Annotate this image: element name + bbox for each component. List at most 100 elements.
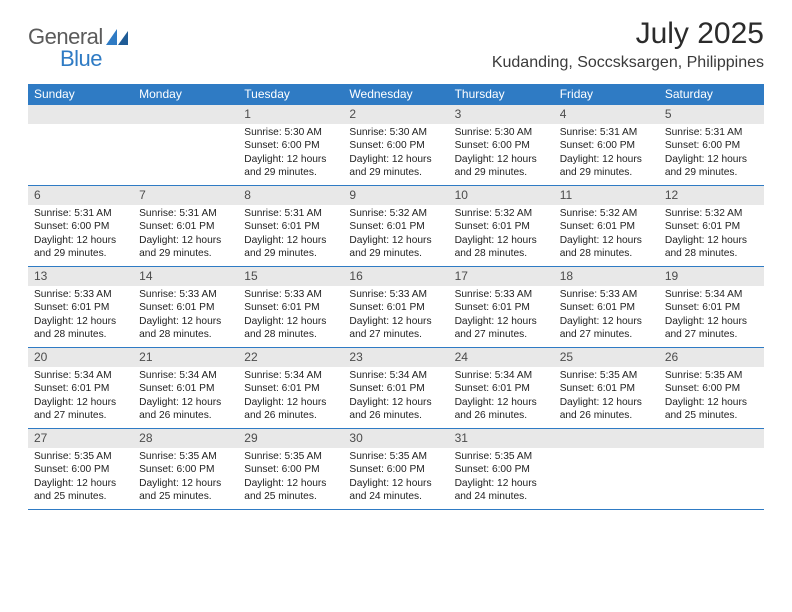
- brand-part2: Blue: [60, 46, 102, 71]
- daylight-text-line2: and 29 minutes.: [665, 166, 758, 179]
- day-cell: 27Sunrise: 5:35 AMSunset: 6:00 PMDayligh…: [28, 429, 133, 509]
- sunset-text: Sunset: 6:01 PM: [665, 220, 758, 233]
- day-details: Sunrise: 5:32 AMSunset: 6:01 PMDaylight:…: [343, 205, 448, 264]
- daylight-text-line1: Daylight: 12 hours: [244, 396, 337, 409]
- day-cell: 14Sunrise: 5:33 AMSunset: 6:01 PMDayligh…: [133, 267, 238, 347]
- day-details: Sunrise: 5:31 AMSunset: 6:00 PMDaylight:…: [28, 205, 133, 264]
- daylight-text-line1: Daylight: 12 hours: [349, 234, 442, 247]
- sunrise-text: Sunrise: 5:33 AM: [349, 288, 442, 301]
- day-details: Sunrise: 5:35 AMSunset: 6:00 PMDaylight:…: [133, 448, 238, 507]
- daylight-text-line2: and 25 minutes.: [244, 490, 337, 503]
- daylight-text-line2: and 24 minutes.: [349, 490, 442, 503]
- day-details: Sunrise: 5:35 AMSunset: 6:00 PMDaylight:…: [343, 448, 448, 507]
- sunrise-text: Sunrise: 5:34 AM: [349, 369, 442, 382]
- sunset-text: Sunset: 6:00 PM: [665, 382, 758, 395]
- day-details: Sunrise: 5:34 AMSunset: 6:01 PMDaylight:…: [343, 367, 448, 426]
- sunrise-text: Sunrise: 5:34 AM: [665, 288, 758, 301]
- day-number: 19: [659, 267, 764, 286]
- week-row: 6Sunrise: 5:31 AMSunset: 6:00 PMDaylight…: [28, 186, 764, 267]
- day-details: Sunrise: 5:35 AMSunset: 6:00 PMDaylight:…: [449, 448, 554, 507]
- sunset-text: Sunset: 6:01 PM: [560, 301, 653, 314]
- daylight-text-line2: and 27 minutes.: [560, 328, 653, 341]
- day-cell: 28Sunrise: 5:35 AMSunset: 6:00 PMDayligh…: [133, 429, 238, 509]
- daylight-text-line2: and 24 minutes.: [455, 490, 548, 503]
- day-cell: 5Sunrise: 5:31 AMSunset: 6:00 PMDaylight…: [659, 105, 764, 185]
- daylight-text-line2: and 25 minutes.: [34, 490, 127, 503]
- day-number: 29: [238, 429, 343, 448]
- daylight-text-line1: Daylight: 12 hours: [349, 153, 442, 166]
- month-title: July 2025: [492, 18, 764, 50]
- title-block: July 2025 Kudanding, Soccsksargen, Phili…: [492, 18, 764, 72]
- day-number: 14: [133, 267, 238, 286]
- empty-day-cell: [554, 429, 659, 509]
- day-number: 16: [343, 267, 448, 286]
- day-number: 13: [28, 267, 133, 286]
- daylight-text-line2: and 28 minutes.: [560, 247, 653, 260]
- daylight-text-line1: Daylight: 12 hours: [349, 477, 442, 490]
- day-cell: 31Sunrise: 5:35 AMSunset: 6:00 PMDayligh…: [449, 429, 554, 509]
- day-number: 22: [238, 348, 343, 367]
- day-cell: 13Sunrise: 5:33 AMSunset: 6:01 PMDayligh…: [28, 267, 133, 347]
- sunrise-text: Sunrise: 5:31 AM: [665, 126, 758, 139]
- calendar-page: GeneralBlue July 2025 Kudanding, Soccsks…: [0, 0, 792, 612]
- daylight-text-line1: Daylight: 12 hours: [560, 315, 653, 328]
- sunrise-text: Sunrise: 5:35 AM: [139, 450, 232, 463]
- daylight-text-line1: Daylight: 12 hours: [244, 315, 337, 328]
- daylight-text-line1: Daylight: 12 hours: [244, 477, 337, 490]
- day-details: Sunrise: 5:32 AMSunset: 6:01 PMDaylight:…: [659, 205, 764, 264]
- sunset-text: Sunset: 6:01 PM: [244, 301, 337, 314]
- sunrise-text: Sunrise: 5:30 AM: [349, 126, 442, 139]
- daylight-text-line1: Daylight: 12 hours: [560, 153, 653, 166]
- sunrise-text: Sunrise: 5:34 AM: [34, 369, 127, 382]
- day-details: Sunrise: 5:33 AMSunset: 6:01 PMDaylight:…: [449, 286, 554, 345]
- weekday-header: Wednesday: [343, 84, 448, 105]
- day-number: 30: [343, 429, 448, 448]
- day-cell: 19Sunrise: 5:34 AMSunset: 6:01 PMDayligh…: [659, 267, 764, 347]
- sunrise-text: Sunrise: 5:33 AM: [244, 288, 337, 301]
- day-number: 9: [343, 186, 448, 205]
- sunrise-text: Sunrise: 5:34 AM: [244, 369, 337, 382]
- day-cell: 7Sunrise: 5:31 AMSunset: 6:01 PMDaylight…: [133, 186, 238, 266]
- weeks-container: 1Sunrise: 5:30 AMSunset: 6:00 PMDaylight…: [28, 105, 764, 510]
- sunset-text: Sunset: 6:01 PM: [34, 382, 127, 395]
- day-details: Sunrise: 5:33 AMSunset: 6:01 PMDaylight:…: [554, 286, 659, 345]
- daylight-text-line1: Daylight: 12 hours: [34, 315, 127, 328]
- sunset-text: Sunset: 6:00 PM: [139, 463, 232, 476]
- sunset-text: Sunset: 6:01 PM: [560, 220, 653, 233]
- day-cell: 9Sunrise: 5:32 AMSunset: 6:01 PMDaylight…: [343, 186, 448, 266]
- day-cell: 25Sunrise: 5:35 AMSunset: 6:01 PMDayligh…: [554, 348, 659, 428]
- sunrise-text: Sunrise: 5:32 AM: [665, 207, 758, 220]
- day-details: Sunrise: 5:34 AMSunset: 6:01 PMDaylight:…: [659, 286, 764, 345]
- daylight-text-line2: and 25 minutes.: [665, 409, 758, 422]
- sunrise-text: Sunrise: 5:35 AM: [34, 450, 127, 463]
- day-details: Sunrise: 5:30 AMSunset: 6:00 PMDaylight:…: [343, 124, 448, 183]
- day-cell: 4Sunrise: 5:31 AMSunset: 6:00 PMDaylight…: [554, 105, 659, 185]
- day-number: 12: [659, 186, 764, 205]
- day-details: Sunrise: 5:33 AMSunset: 6:01 PMDaylight:…: [238, 286, 343, 345]
- day-cell: 26Sunrise: 5:35 AMSunset: 6:00 PMDayligh…: [659, 348, 764, 428]
- daylight-text-line2: and 29 minutes.: [349, 166, 442, 179]
- daylight-text-line1: Daylight: 12 hours: [560, 234, 653, 247]
- weekday-header: Tuesday: [238, 84, 343, 105]
- daylight-text-line2: and 26 minutes.: [455, 409, 548, 422]
- day-details: Sunrise: 5:33 AMSunset: 6:01 PMDaylight:…: [133, 286, 238, 345]
- sunrise-text: Sunrise: 5:32 AM: [349, 207, 442, 220]
- daylight-text-line2: and 26 minutes.: [560, 409, 653, 422]
- day-details: Sunrise: 5:30 AMSunset: 6:00 PMDaylight:…: [449, 124, 554, 183]
- day-cell: 3Sunrise: 5:30 AMSunset: 6:00 PMDaylight…: [449, 105, 554, 185]
- daynum-bar: [554, 429, 659, 448]
- day-details: Sunrise: 5:35 AMSunset: 6:00 PMDaylight:…: [28, 448, 133, 507]
- weekday-header: Thursday: [449, 84, 554, 105]
- day-details: Sunrise: 5:31 AMSunset: 6:00 PMDaylight:…: [554, 124, 659, 183]
- daynum-bar: [133, 105, 238, 124]
- daylight-text-line2: and 28 minutes.: [665, 247, 758, 260]
- day-number: 21: [133, 348, 238, 367]
- daylight-text-line1: Daylight: 12 hours: [139, 315, 232, 328]
- day-number: 23: [343, 348, 448, 367]
- sunset-text: Sunset: 6:00 PM: [244, 463, 337, 476]
- weekday-header: Saturday: [659, 84, 764, 105]
- daylight-text-line1: Daylight: 12 hours: [139, 477, 232, 490]
- day-details: Sunrise: 5:31 AMSunset: 6:01 PMDaylight:…: [238, 205, 343, 264]
- sunset-text: Sunset: 6:01 PM: [349, 382, 442, 395]
- sunset-text: Sunset: 6:01 PM: [665, 301, 758, 314]
